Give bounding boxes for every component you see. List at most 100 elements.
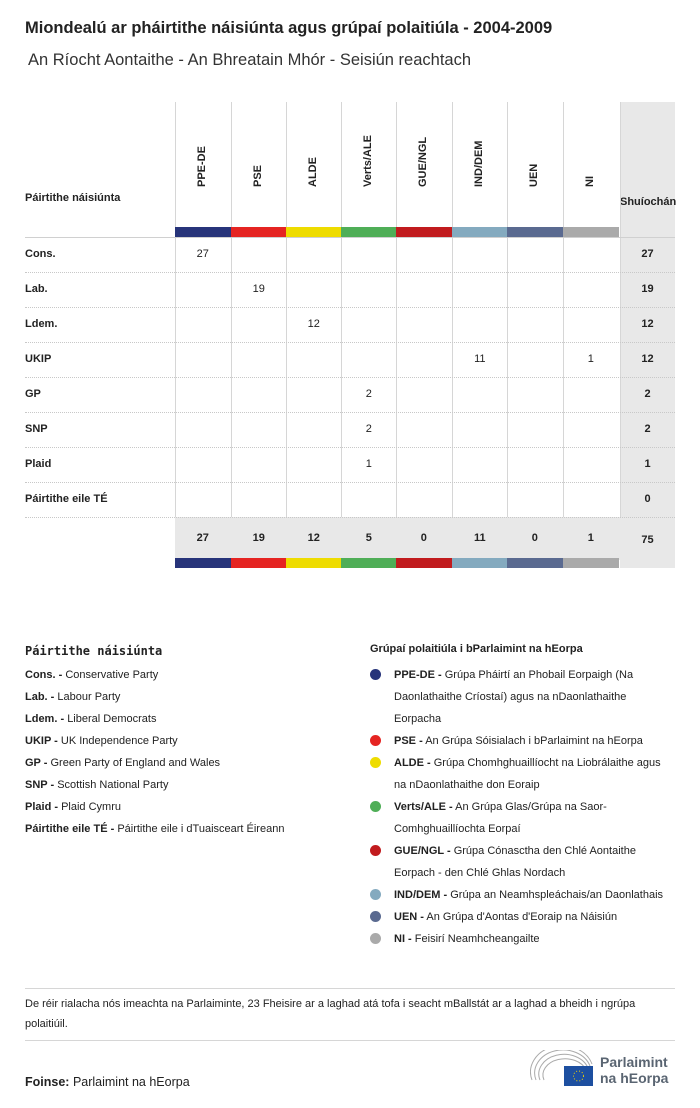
column-divider [286,102,287,517]
party-full-name: UK Independence Party [60,735,178,747]
source-label: Foinse: [25,1075,70,1089]
party-full-name: Green Party of England and Wales [50,757,221,769]
group-color-dot-icon [370,735,381,746]
party-name: SNP [25,423,48,435]
ep-logo: Parlaimint na hEorpa [530,1050,680,1090]
party-abbr: Ldem. - [25,713,65,725]
group-color-dot-icon [370,889,381,900]
party-legend-heading: Páirtithe náisiúnta [25,644,163,658]
group-legend-item: GUE/NGL - Grúpa Cónasctha den Chlé Aonta… [370,840,675,884]
seat-count: 2 [365,423,372,435]
grand-total: 75 [641,534,654,546]
header-rule [25,237,675,238]
group-full-name: Grúpa Chomhghuaillíocht na Liobrálaithe … [394,757,661,791]
logo-line2: na hEorpa [600,1070,669,1086]
seat-count: 27 [196,248,209,260]
row-total: 27 [641,248,654,260]
row-divider [25,482,675,483]
party-name: UKIP [25,353,52,365]
party-abbr: Plaid - [25,801,59,813]
group-total: 0 [420,532,427,544]
footnote: De réir rialacha nós imeachta na Parlaim… [25,998,636,1030]
column-divider [507,102,508,517]
group-legend-item: IND/DEM - Grúpa an Neamhspleáchais/an Da… [370,884,675,906]
party-legend-item: Páirtithe eile TÉ - Páirtithe eile i dTu… [25,818,355,840]
party-name: Páirtithe eile TÉ [25,493,108,505]
party-legend-item: Lab. - Labour Party [25,686,355,708]
group-color-strip [175,227,231,237]
group-full-name: An Grúpa Sóisialach i bParlaimint na hEo… [425,735,643,747]
party-legend-item: Plaid - Plaid Cymru [25,796,355,818]
party-abbr: Páirtithe eile TÉ - [25,823,115,835]
logo-line1: Parlaimint [600,1054,668,1070]
group-color-strip [396,558,452,568]
party-abbr: GP - [25,757,48,769]
page-subtitle: An Ríocht Aontaithe - An Bhreatain Mhór … [28,51,472,69]
group-total: 12 [307,532,320,544]
row-divider [25,377,675,378]
group-color-strip [452,558,508,568]
group-header-alde: ALDE [307,157,319,187]
row-divider [25,412,675,413]
group-header-ppe-de: PPE-DE [196,146,208,187]
group-color-strip [175,558,231,568]
column-divider [175,102,176,517]
group-abbr: GUE/NGL - [394,845,451,857]
total-header: Shuíochán [620,196,677,208]
group-legend-item: UEN - An Grúpa d'Aontas d'Eoraip na Náis… [370,906,675,928]
group-header-uen: UEN [528,163,540,187]
row-total: 1 [644,458,651,470]
column-divider [341,102,342,517]
party-full-name: Scottish National Party [57,779,169,791]
party-legend-item: UKIP - UK Independence Party [25,730,355,752]
group-header-pse: PSE [252,164,264,187]
group-legend: Grúpaí polaitiúla i bParlaimint na hEorp… [370,638,680,950]
party-abbr: UKIP - [25,735,58,747]
divider [25,1040,675,1041]
seat-count: 1 [587,353,594,365]
group-full-name: Grúpa an Neamhspleáchais/an Daonlathais [450,889,664,901]
group-full-name: Grúpa Cónasctha den Chlé Aontaithe Eorpa… [394,845,636,879]
group-legend-item: Verts/ALE - An Grúpa Glas/Grúpa na Saor-… [370,796,675,840]
row-divider [25,517,675,518]
group-color-strip [563,558,619,568]
row-total: 12 [641,353,654,365]
group-header-verts-ale: Verts/ALE [362,135,374,187]
group-full-name: Grúpa Pháirtí an Phobail Eorpaigh (Na Da… [394,669,634,725]
divider [25,988,675,989]
group-color-dot-icon [370,757,381,768]
party-legend-item: SNP - Scottish National Party [25,774,355,796]
totals-row-bg [175,517,620,560]
group-total: 0 [531,532,538,544]
group-color-strip [507,227,563,237]
group-color-dot-icon [370,801,381,812]
row-divider [25,307,675,308]
group-header-gue-ngl: GUE/NGL [417,136,429,187]
party-full-name: Liberal Democrats [67,713,157,725]
group-color-strip [341,558,397,568]
row-divider [25,272,675,273]
party-full-name: Labour Party [57,691,121,703]
group-color-strip [286,558,342,568]
party-name: Cons. [25,248,56,260]
party-abbr: Lab. - [25,691,55,703]
group-color-strip [231,558,287,568]
group-abbr: PPE-DE - [394,669,442,681]
group-total: 5 [365,532,372,544]
party-legend-item: GP - Green Party of England and Wales [25,752,355,774]
row-divider [25,342,675,343]
group-abbr: UEN - [394,911,424,923]
seat-count: 2 [365,388,372,400]
party-name: Plaid [25,458,52,470]
party-name: Lab. [25,283,48,295]
page-title: Miondealú ar pháirtithe náisiúnta agus g… [25,19,553,37]
group-full-name: An Grúpa Glas/Grúpa na Saor-Comhghuaillí… [394,801,607,835]
row-total: 19 [641,283,654,295]
row-total: 2 [644,388,651,400]
party-full-name: Plaid Cymru [61,801,121,813]
group-color-strip [231,227,287,237]
group-header-ni: NI [584,176,596,187]
group-legend-item: PPE-DE - Grúpa Pháirtí an Phobail Eorpai… [370,664,675,730]
party-abbr: SNP - [25,779,55,791]
group-legend-item: PSE - An Grúpa Sóisialach i bParlaimint … [370,730,675,752]
